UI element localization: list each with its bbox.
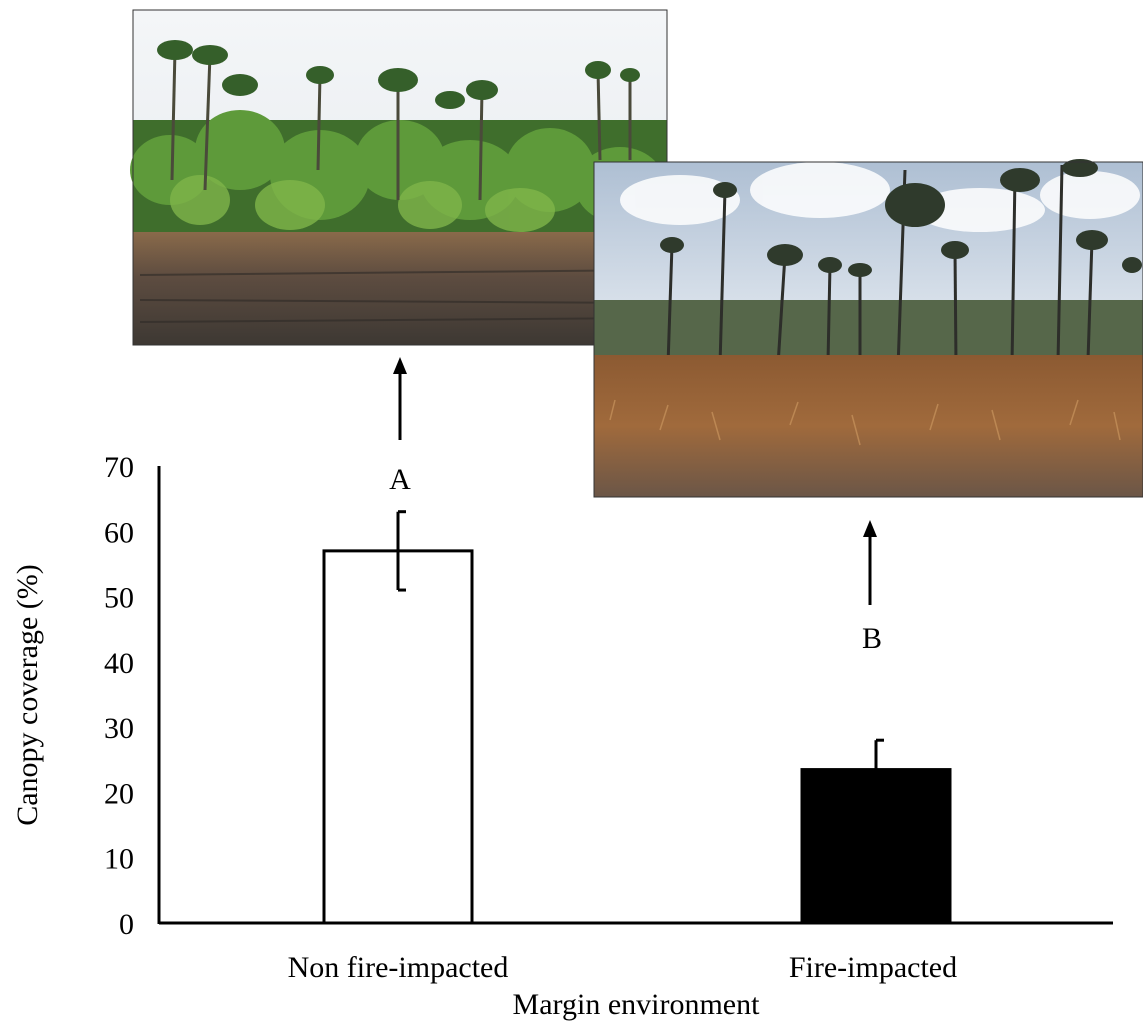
- bars: [322, 549, 952, 925]
- y-tick-label: 50: [104, 582, 134, 615]
- y-tick-label: 10: [104, 843, 134, 876]
- x-axis-title: Margin environment: [513, 988, 761, 1021]
- y-tick-label: 60: [104, 516, 134, 549]
- y-tick-labels: 0 10 20 30 40 50 60 70: [104, 451, 134, 941]
- significance-letter-1: A: [389, 463, 411, 496]
- bar-2: [800, 768, 952, 925]
- non-fire-impacted-margin-photo: [130, 9, 668, 346]
- y-tick-label: 0: [119, 908, 134, 941]
- x-category-labels: Non fire-impacted Fire-impacted: [288, 951, 958, 984]
- photo-arrows: [393, 357, 877, 605]
- arrow-head-2: [863, 520, 877, 537]
- x-category-label: Fire-impacted: [789, 951, 957, 984]
- y-tick-label: 40: [104, 647, 134, 680]
- fire-impacted-margin-photo: [593, 159, 1143, 498]
- y-tick-label: 70: [104, 451, 134, 484]
- x-category-label: Non fire-impacted: [288, 951, 509, 984]
- significance-letters: AB: [389, 463, 882, 655]
- y-axis-title: Canopy coverage (%): [11, 564, 44, 826]
- significance-letter-2: B: [862, 622, 882, 655]
- y-tick-label: 30: [104, 712, 134, 745]
- error-bars: [396, 510, 884, 770]
- y-tick-label: 20: [104, 777, 134, 810]
- bar-1: [322, 549, 474, 925]
- arrow-head-1: [393, 357, 407, 374]
